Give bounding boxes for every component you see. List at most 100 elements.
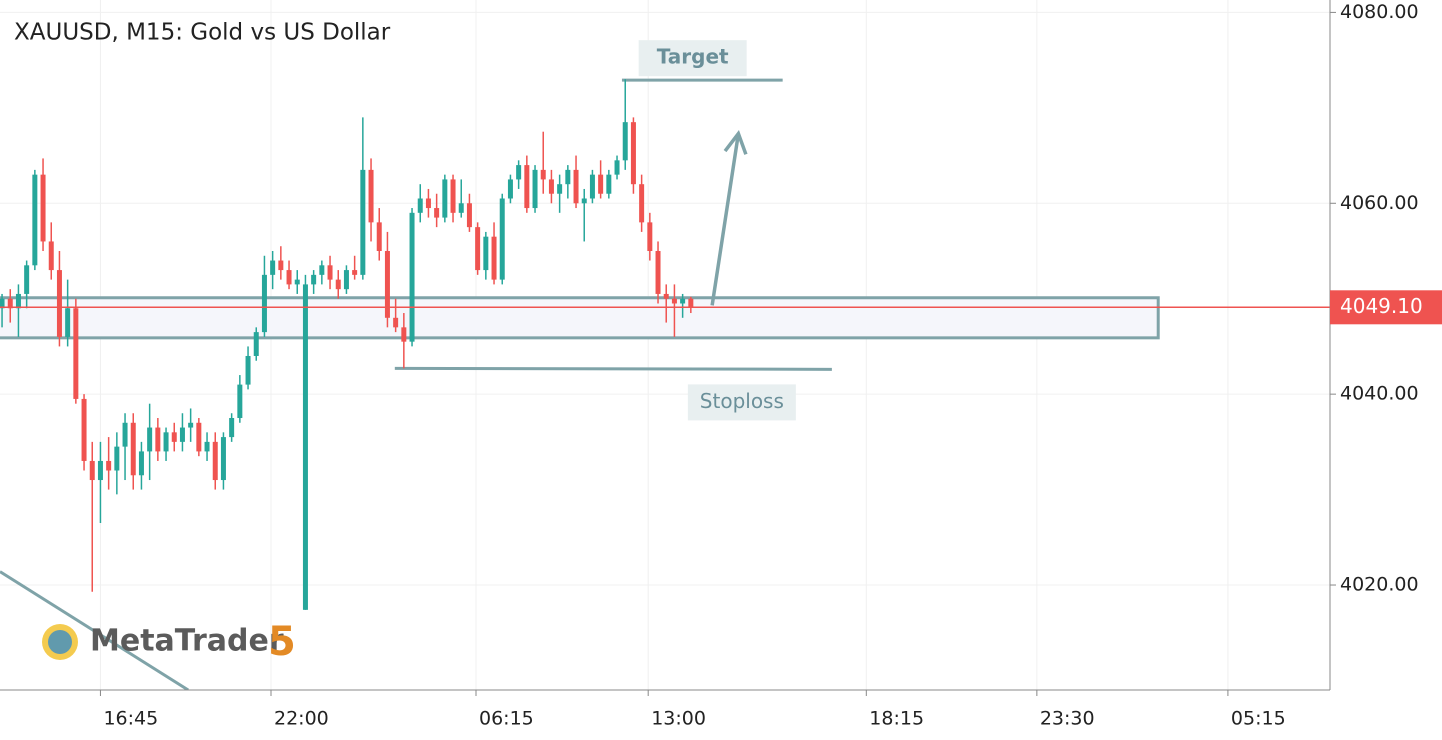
candle-body (598, 174, 604, 194)
drawing-label: Stoploss (700, 389, 784, 413)
candle-body (417, 198, 423, 213)
candle-body (97, 460, 103, 481)
candle-body (122, 422, 128, 447)
candle-body (40, 174, 46, 242)
x-tick-label: 23:30 (1040, 708, 1095, 730)
candle-body (138, 451, 144, 476)
y-tick-label: 4040.00 (1340, 383, 1419, 405)
candle-body (155, 427, 161, 452)
candle-body (630, 122, 636, 185)
candle-body (360, 169, 366, 275)
candle-body (614, 160, 620, 175)
candle-body (171, 432, 177, 442)
candle-body (393, 317, 399, 328)
x-tick-label: 05:15 (1231, 708, 1286, 730)
candle-body (622, 122, 628, 161)
x-tick-label: 06:15 (479, 708, 534, 730)
watermark-name: MetaTrader (90, 624, 284, 659)
candle-body (48, 241, 54, 271)
x-tick-label: 18:15 (869, 708, 924, 730)
grid (0, 0, 1330, 690)
candle-body (89, 460, 95, 481)
candle-body (32, 174, 38, 266)
candle-body (499, 198, 505, 280)
drawing-label: Target (657, 45, 729, 69)
candle-body (491, 236, 497, 280)
label-box (687, 384, 796, 421)
candle-body (179, 427, 185, 442)
candle-body (680, 298, 686, 304)
label-box (638, 40, 747, 77)
chart-title: XAUUSD, M15: Gold vs US Dollar (14, 20, 391, 46)
watermark: MetaTrader 5 (42, 619, 296, 665)
candle-body (434, 208, 440, 218)
candle-body (475, 227, 481, 271)
candle-body (606, 174, 612, 194)
x-tick-label: 13:00 (651, 708, 706, 730)
price-label: 4049.10 (1340, 294, 1423, 318)
candle-body (24, 265, 30, 294)
candle-body (507, 179, 513, 199)
candle-body (212, 441, 218, 481)
candle-body (163, 432, 169, 452)
candle-body (516, 165, 522, 180)
candle-body (253, 332, 259, 356)
candle-body (114, 446, 120, 471)
candle-body (15, 293, 21, 309)
candle-body (532, 169, 538, 209)
candle-body (458, 203, 464, 213)
arrow-head (723, 130, 748, 155)
candle-body (639, 184, 645, 223)
candle-body (483, 236, 489, 271)
zone (0, 296, 1160, 340)
y-tick-label: 4080.00 (1340, 1, 1419, 23)
y-tick-label: 4060.00 (1340, 192, 1419, 214)
candle-body (130, 422, 136, 476)
candle-body (565, 169, 571, 185)
candle-body (376, 222, 382, 251)
candle-body (7, 298, 13, 309)
candle-body (671, 298, 677, 304)
candle-body (73, 308, 79, 399)
candle-body (589, 174, 595, 199)
logo (48, 630, 72, 654)
candle-body (278, 260, 284, 271)
candle-body (106, 460, 112, 471)
x-tick-label: 22:00 (274, 708, 329, 730)
candle-body (147, 427, 153, 452)
candle-body (229, 418, 235, 438)
candle-body (302, 284, 308, 610)
candle-body (327, 265, 333, 280)
candle-body (442, 179, 448, 218)
trend-line (0, 570, 189, 690)
candle-body (466, 203, 472, 228)
trend-line (394, 366, 832, 371)
candle-body (548, 179, 554, 194)
candle-body (294, 279, 300, 285)
watermark-version: 5 (268, 619, 296, 665)
candle-body (663, 293, 669, 299)
candle-body (188, 422, 194, 428)
x-tick-label: 16:45 (103, 708, 158, 730)
candle-body (237, 384, 243, 419)
candle-body (286, 270, 292, 285)
candle-body (245, 355, 251, 385)
candle-body (343, 270, 349, 290)
candle-body (352, 270, 358, 275)
candle-body (655, 250, 661, 294)
candle-body (319, 265, 325, 275)
plot (0, 78, 1330, 690)
candle-body (401, 327, 407, 342)
candle-body (581, 198, 587, 204)
candle-body (647, 222, 653, 251)
candle-body (557, 184, 563, 194)
candle-body (0, 298, 5, 309)
candle-body (270, 260, 276, 275)
candle-body (540, 169, 546, 180)
candle-body (311, 274, 317, 285)
candle-body (368, 169, 374, 223)
candle-body (81, 398, 87, 461)
candle-body (573, 169, 579, 204)
